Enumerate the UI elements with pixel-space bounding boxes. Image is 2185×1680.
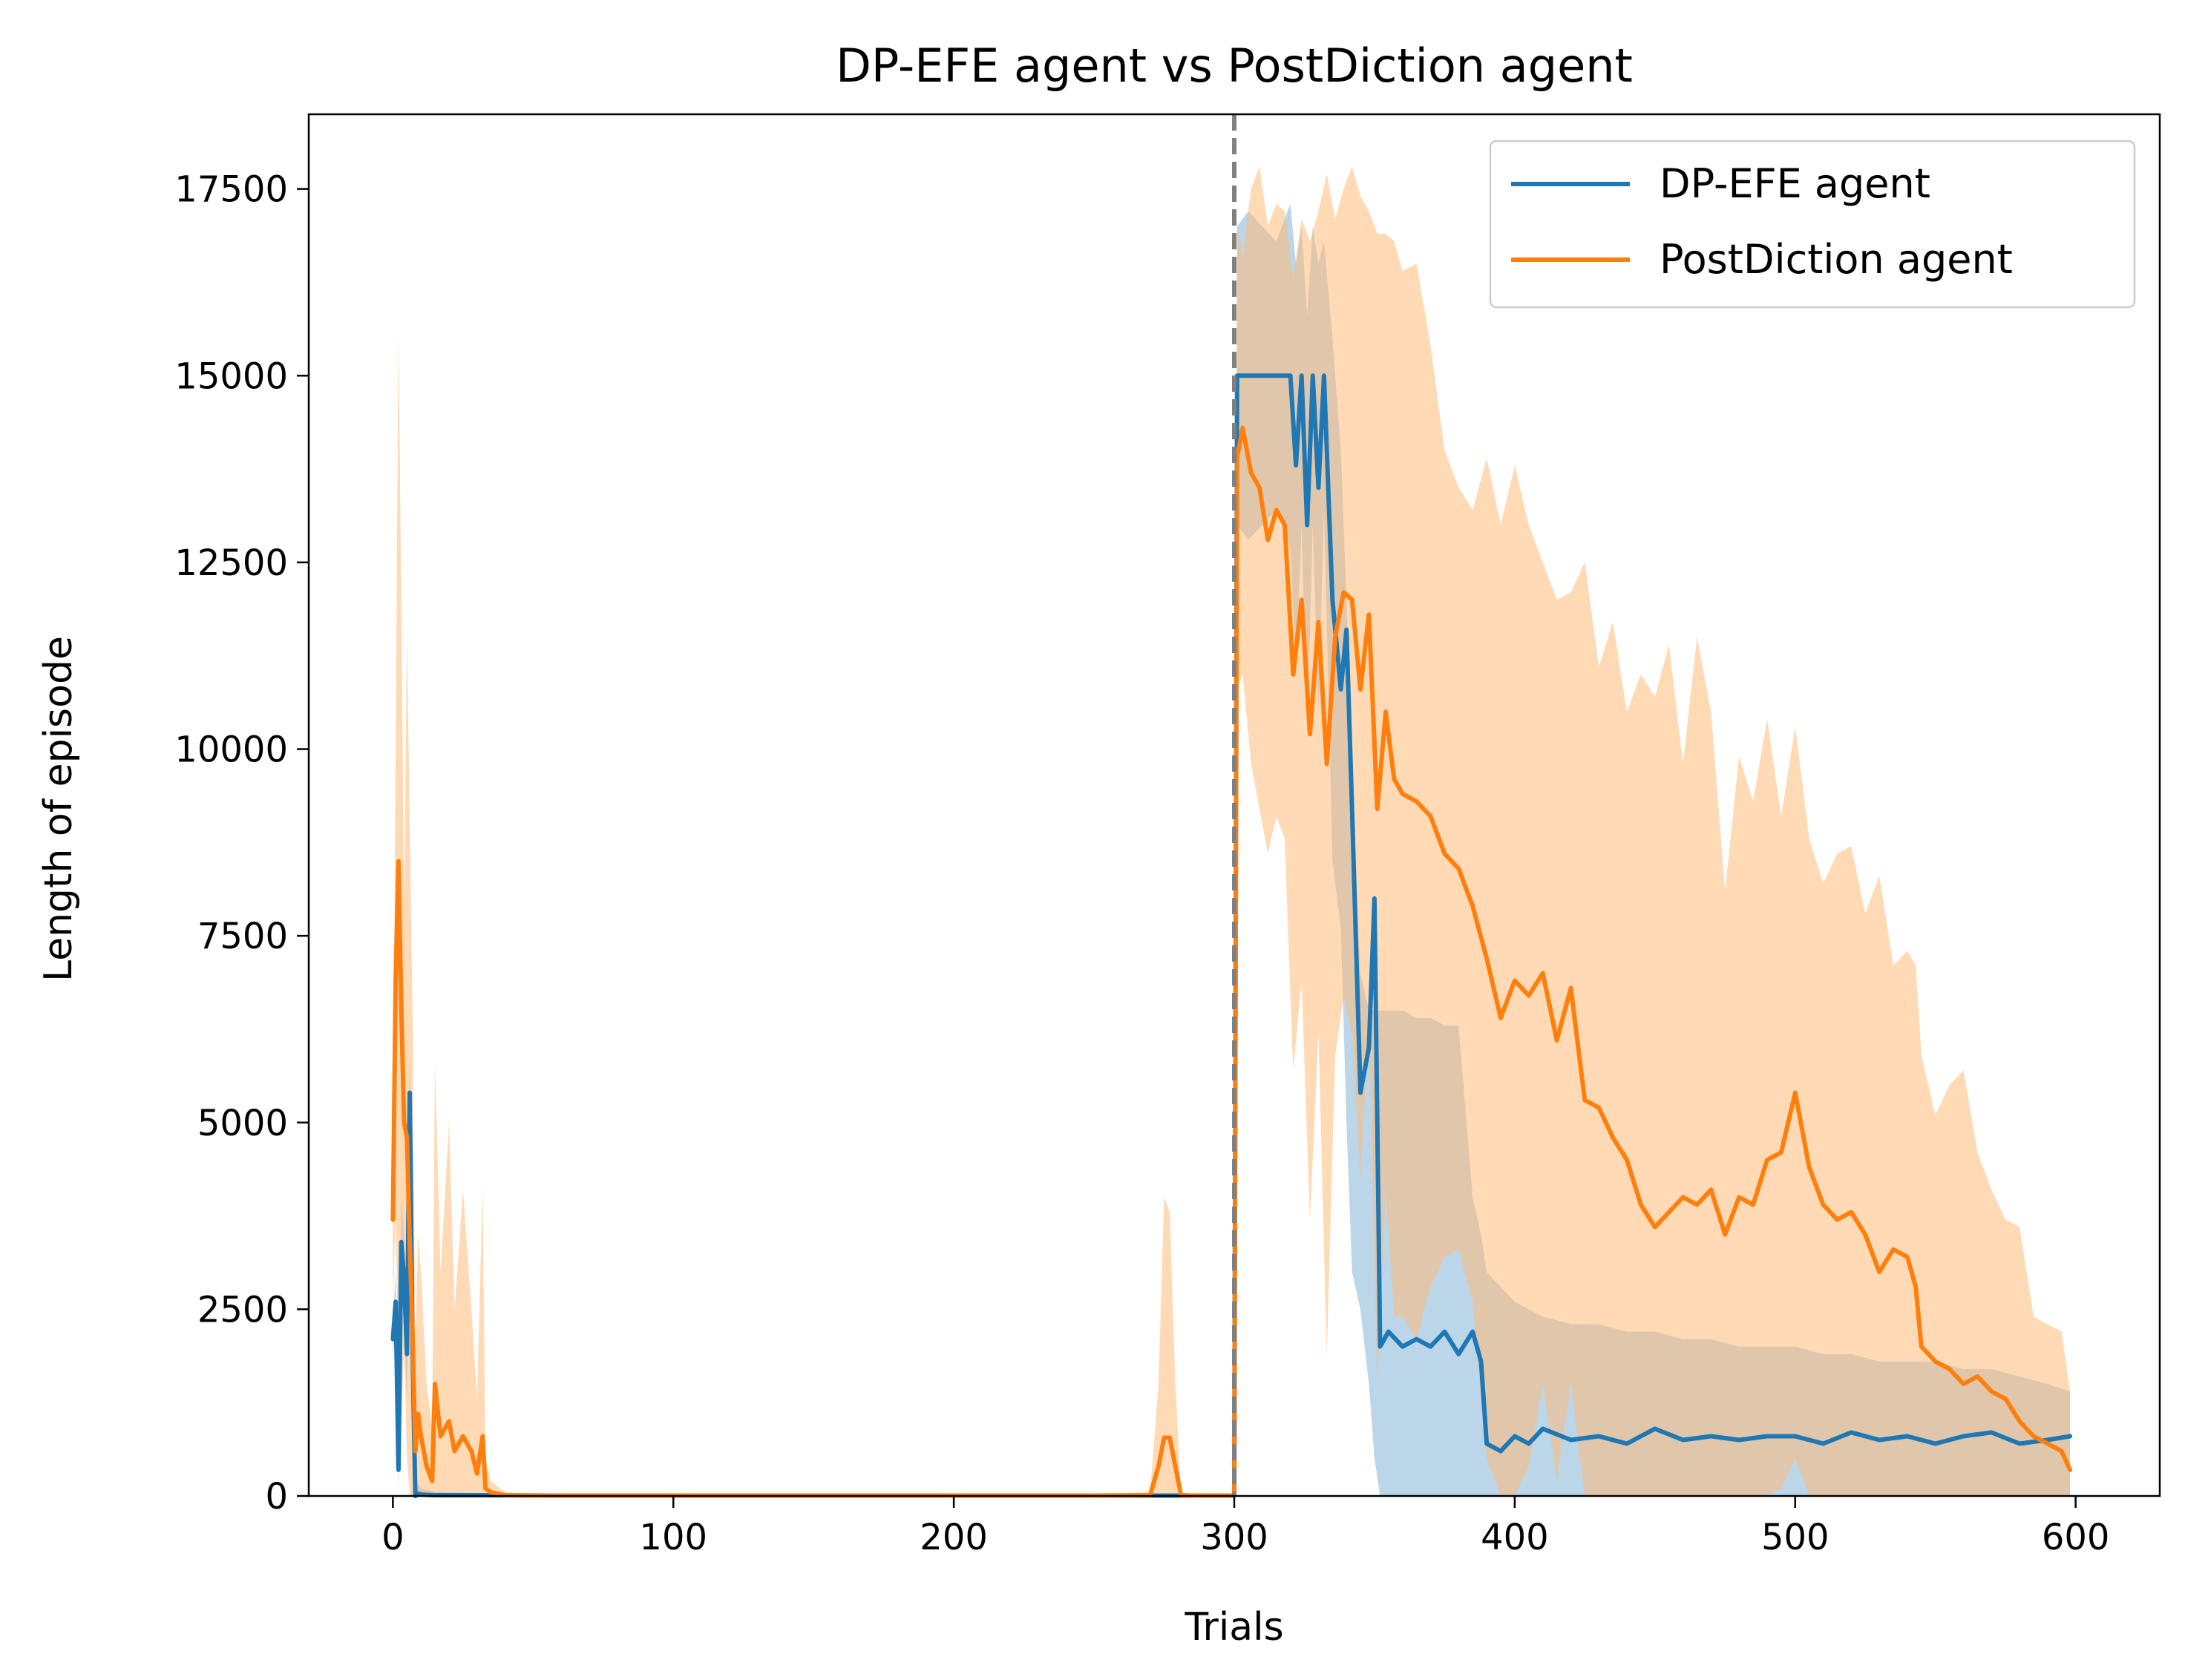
y-tick-label-7500: 7500 (197, 916, 288, 957)
x-tick-label-200: 200 (920, 1517, 988, 1558)
x-axis-label: Trials (1184, 1605, 1283, 1650)
x-tick-label-400: 400 (1481, 1517, 1549, 1558)
y-axis: 0 2500 5000 7500 10000 12500 15000 17500 (174, 169, 309, 1517)
x-tick-label-100: 100 (639, 1517, 707, 1558)
line-postdiction (390, 425, 2073, 1498)
y-tick-label-17500: 17500 (174, 169, 288, 211)
y-tick-label-12500: 12500 (174, 542, 288, 584)
y-axis-label: Length of episode (36, 636, 81, 982)
x-axis: 0 100 200 300 400 500 600 (381, 1496, 2109, 1558)
x-tick-label-600: 600 (2042, 1517, 2110, 1558)
x-tick-label-500: 500 (1761, 1517, 1829, 1558)
y-tick-label-10000: 10000 (174, 729, 288, 771)
chart-title: DP-EFE agent vs PostDiction agent (836, 39, 1633, 93)
legend-box (1489, 140, 2136, 309)
x-tick-label-300: 300 (1200, 1517, 1268, 1558)
band-postdiction (393, 166, 2071, 1496)
legend-label-dp-efe: DP-EFE agent (1660, 160, 1930, 207)
y-tick-label-0: 0 (265, 1476, 288, 1517)
x-tick-label-0: 0 (381, 1517, 404, 1558)
y-tick-label-2500: 2500 (197, 1289, 288, 1330)
y-tick-label-15000: 15000 (174, 355, 288, 397)
legend: DP-EFE agent PostDiction agent (1489, 140, 2136, 309)
y-tick-label-5000: 5000 (197, 1103, 288, 1144)
confidence-bands (393, 166, 2071, 1496)
legend-label-postdiction: PostDiction agent (1660, 236, 2013, 283)
